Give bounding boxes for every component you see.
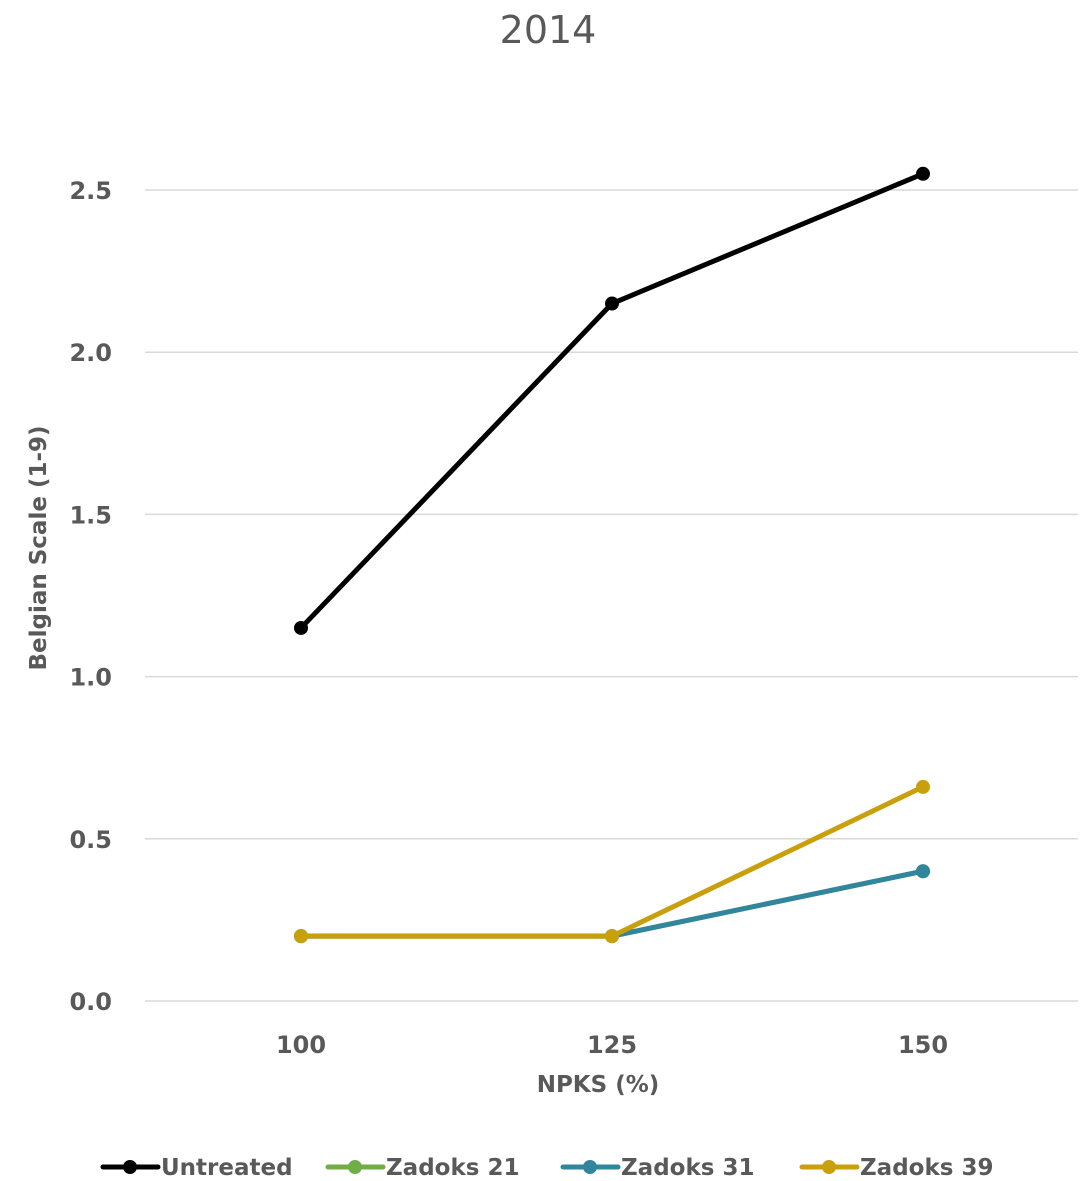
x-tick-label: 125 [587,1031,637,1059]
legend-marker [583,1160,597,1174]
data-point [605,296,619,311]
legend-label: Untreated [161,1155,293,1181]
series-zadoks-39 [294,779,930,944]
series-line [298,784,926,939]
series-line [298,868,926,939]
data-point [294,620,308,635]
legend-marker [822,1160,836,1174]
gridlines [145,189,1078,1002]
legend-item: Zadoks 39 [799,1155,993,1181]
legend-marker [123,1160,137,1174]
x-axis-label: NPKS (%) [537,1072,660,1098]
data-point [916,864,930,879]
series-line [298,171,926,631]
y-tick-label: 0.5 [69,826,112,854]
data-point [605,929,619,944]
legend-marker [348,1160,362,1174]
series-untreated [294,166,930,635]
y-tick-label: 0.0 [69,988,112,1016]
y-tick-label: 2.0 [69,339,112,367]
y-tick-label: 1.0 [69,664,112,692]
legend-label: Zadoks 21 [386,1155,519,1181]
legend: Untreated Zadoks 21 Zadoks 31 Zadoks 39 [100,1155,993,1181]
data-point [916,779,930,794]
x-axis-ticks: 100 125 150 [276,1031,948,1059]
chart-title: 2014 [500,8,597,52]
x-tick-label: 150 [898,1031,948,1059]
series-group [294,166,930,944]
legend-label: Zadoks 39 [860,1155,993,1181]
legend-item: Untreated [100,1155,293,1181]
data-point [916,166,930,181]
legend-item: Zadoks 31 [560,1155,754,1181]
y-axis-label: Belgian Scale (1-9) [26,425,52,670]
y-axis-ticks: 0.0 0.5 1.0 1.5 2.0 2.5 [69,177,112,1016]
y-tick-label: 2.5 [69,177,112,205]
legend-item: Zadoks 21 [325,1155,519,1181]
series-line [298,868,926,939]
x-tick-label: 100 [276,1031,326,1059]
y-tick-label: 1.5 [69,501,112,529]
legend-label: Zadoks 31 [621,1155,754,1181]
data-point [294,929,308,944]
